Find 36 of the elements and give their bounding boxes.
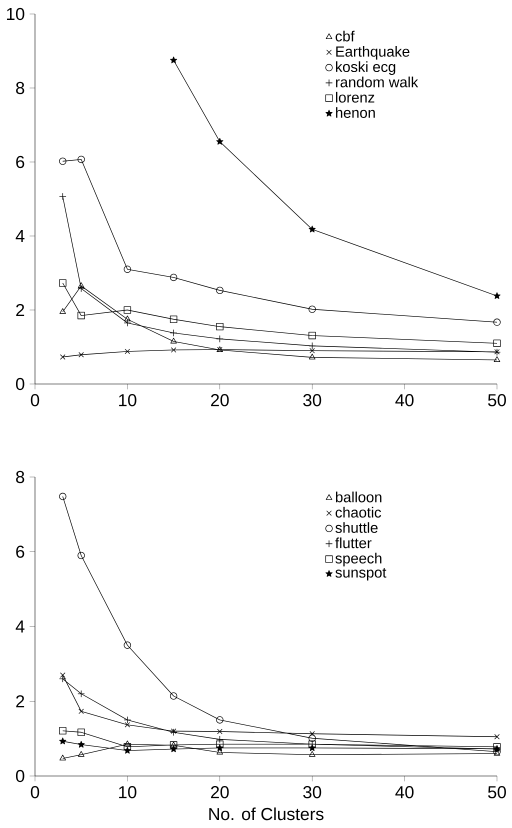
x-tick-label: 40	[395, 394, 414, 406]
y-tick-label: 6	[16, 156, 24, 168]
y-tick-label: 0	[16, 378, 24, 390]
x-tick-label: 40	[395, 786, 414, 798]
x-tick-label: 20	[211, 394, 229, 406]
y-tick-label: 6	[16, 546, 24, 558]
x-tick-label: 20	[211, 786, 229, 798]
legend-label: cbf	[336, 30, 355, 42]
y-tick-label: 2	[16, 304, 24, 316]
x-axis-title: No. of Clusters	[209, 807, 324, 820]
x-tick-label: 50	[488, 786, 506, 798]
legend-label: balloon	[336, 492, 382, 502]
legend-label: random walk	[336, 76, 418, 88]
x-tick-label: 50	[488, 394, 506, 406]
y-tick-label: 8	[16, 82, 24, 94]
x-tick-label: 10	[119, 394, 136, 406]
x-tick-label: 10	[119, 786, 136, 798]
legend-label: flutter	[335, 537, 372, 548]
legend-label: henon	[336, 107, 375, 118]
legend-label: Earthquake	[336, 46, 410, 60]
x-tick-label: 0	[30, 394, 40, 406]
y-tick-label: 10	[6, 8, 24, 20]
y-tick-label: 4	[16, 230, 24, 242]
legend-label: speech	[335, 552, 382, 566]
legend-label: shuttle	[335, 522, 378, 533]
x-tick-label: 30	[303, 786, 322, 798]
y-tick-label: 0	[16, 770, 24, 782]
legend-label: sunspot	[335, 568, 386, 581]
legend-label: lorenz	[336, 92, 374, 103]
x-tick-label: 30	[303, 394, 322, 406]
y-tick-label: 8	[16, 470, 24, 484]
legend-label: chaotic	[336, 506, 382, 518]
x-tick-label: 0	[30, 786, 40, 798]
y-tick-label: 2	[16, 695, 24, 708]
y-tick-label: 4	[16, 620, 24, 632]
legend-label: koski ecg	[336, 61, 396, 75]
